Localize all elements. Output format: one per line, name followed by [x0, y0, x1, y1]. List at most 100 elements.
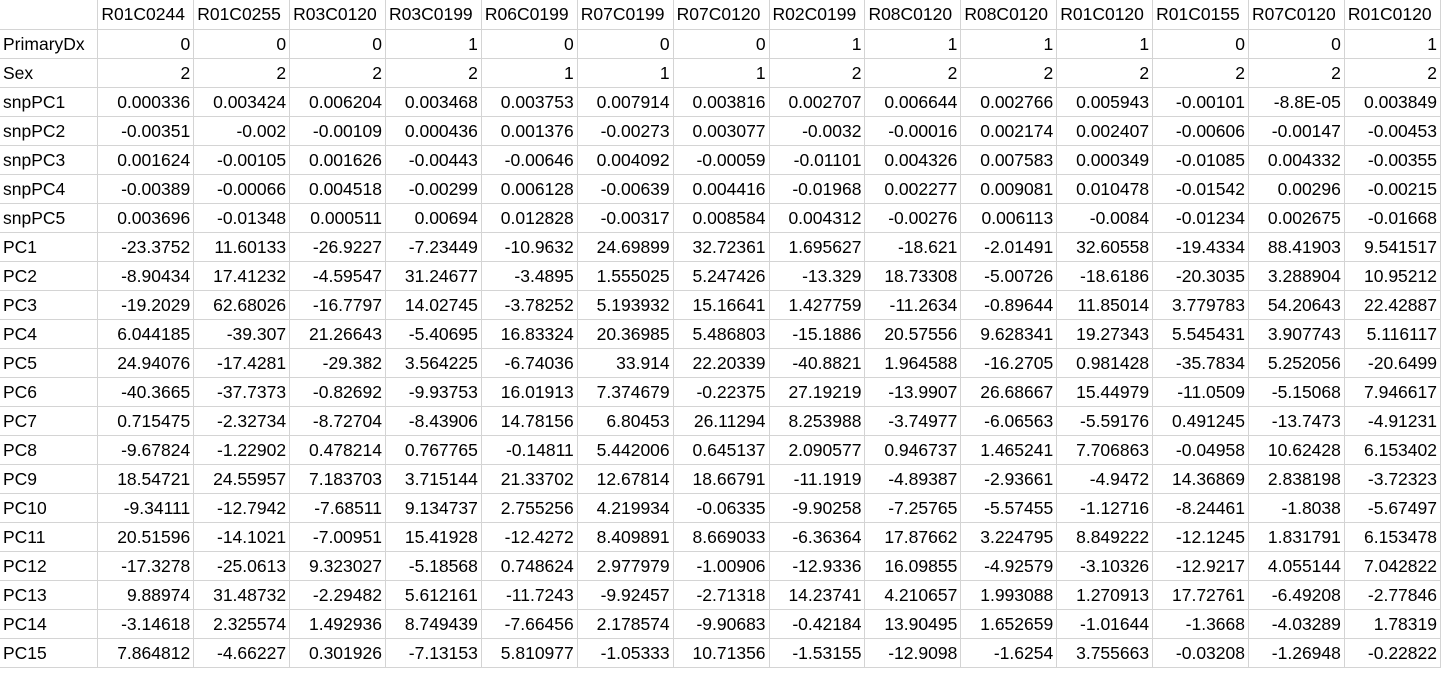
value-cell[interactable]: 1	[385, 29, 482, 59]
value-cell[interactable]: 20.51596	[97, 522, 195, 552]
value-cell[interactable]: -0.00101	[1152, 87, 1249, 117]
value-cell[interactable]: 7.042822	[1344, 551, 1441, 581]
value-cell[interactable]: 5.612161	[385, 580, 482, 610]
value-cell[interactable]: 0.007914	[577, 87, 674, 117]
value-cell[interactable]: -11.7243	[481, 580, 578, 610]
value-cell[interactable]: 4.210657	[864, 580, 962, 610]
value-cell[interactable]: 9.134737	[385, 493, 482, 523]
value-cell[interactable]: 2	[1152, 58, 1249, 88]
value-cell[interactable]: -8.43906	[385, 406, 482, 436]
value-cell[interactable]: 0.491245	[1152, 406, 1249, 436]
value-cell[interactable]: 1.831791	[1248, 522, 1345, 552]
value-cell[interactable]: -12.9098	[864, 638, 962, 668]
value-cell[interactable]: -20.3035	[1152, 261, 1249, 291]
value-cell[interactable]: 22.20339	[673, 348, 770, 378]
value-cell[interactable]: 13.90495	[864, 609, 962, 639]
value-cell[interactable]: -15.1886	[769, 319, 866, 349]
value-cell[interactable]: -6.06563	[960, 406, 1058, 436]
value-cell[interactable]: -1.22902	[193, 435, 291, 465]
value-cell[interactable]: 4.055144	[1248, 551, 1345, 581]
value-cell[interactable]: -25.0613	[193, 551, 291, 581]
value-cell[interactable]: -9.90258	[769, 493, 866, 523]
value-cell[interactable]: 16.09855	[864, 551, 962, 581]
value-cell[interactable]: -2.71318	[673, 580, 770, 610]
column-header-cell[interactable]: R01C0155	[1152, 0, 1249, 30]
value-cell[interactable]: -26.9227	[289, 232, 386, 262]
value-cell[interactable]: 0	[673, 29, 770, 59]
value-cell[interactable]: -8.8E-05	[1248, 87, 1345, 117]
value-cell[interactable]: 2	[960, 58, 1058, 88]
value-cell[interactable]: 7.946617	[1344, 377, 1441, 407]
value-cell[interactable]: 14.02745	[385, 290, 482, 320]
value-cell[interactable]: -12.4272	[481, 522, 578, 552]
value-cell[interactable]: 0.002277	[864, 174, 962, 204]
value-cell[interactable]: 11.60133	[193, 232, 291, 262]
value-cell[interactable]: -6.49208	[1248, 580, 1345, 610]
value-cell[interactable]: -8.72704	[289, 406, 386, 436]
value-cell[interactable]: -2.32734	[193, 406, 291, 436]
value-cell[interactable]: 7.864812	[97, 638, 195, 668]
value-cell[interactable]: 0.767765	[385, 435, 482, 465]
value-cell[interactable]: 0.007583	[960, 145, 1058, 175]
row-label-cell[interactable]: PC12	[0, 551, 99, 581]
value-cell[interactable]: 3.907743	[1248, 319, 1345, 349]
value-cell[interactable]: 88.41903	[1248, 232, 1345, 262]
value-cell[interactable]: -16.2705	[960, 348, 1058, 378]
value-cell[interactable]: -6.36364	[769, 522, 866, 552]
value-cell[interactable]: 0.000511	[289, 203, 386, 233]
value-cell[interactable]: 0.645137	[673, 435, 770, 465]
value-cell[interactable]: 0.004312	[769, 203, 866, 233]
value-cell[interactable]: -35.7834	[1152, 348, 1249, 378]
value-cell[interactable]: -0.14811	[481, 435, 578, 465]
value-cell[interactable]: 8.253988	[769, 406, 866, 436]
value-cell[interactable]: 27.19219	[769, 377, 866, 407]
value-cell[interactable]: 14.78156	[481, 406, 578, 436]
value-cell[interactable]: 5.545431	[1152, 319, 1249, 349]
value-cell[interactable]: 0.981428	[1056, 348, 1154, 378]
value-cell[interactable]: -19.4334	[1152, 232, 1249, 262]
value-cell[interactable]: -4.59547	[289, 261, 386, 291]
value-cell[interactable]: -13.329	[769, 261, 866, 291]
value-cell[interactable]: -6.74036	[481, 348, 578, 378]
value-cell[interactable]: 1	[1056, 29, 1154, 59]
row-label-cell[interactable]: PC9	[0, 464, 99, 494]
value-cell[interactable]: -4.89387	[864, 464, 962, 494]
value-cell[interactable]: 0.002407	[1056, 116, 1154, 146]
value-cell[interactable]: -1.26948	[1248, 638, 1345, 668]
value-cell[interactable]: 0.002174	[960, 116, 1058, 146]
value-cell[interactable]: 0	[289, 29, 386, 59]
value-cell[interactable]: 0.001376	[481, 116, 578, 146]
value-cell[interactable]: 0	[1248, 29, 1345, 59]
value-cell[interactable]: 0.003753	[481, 87, 578, 117]
value-cell[interactable]: 17.41232	[193, 261, 291, 291]
value-cell[interactable]: 2.838198	[1248, 464, 1345, 494]
column-header-cell[interactable]: R07C0199	[577, 0, 674, 30]
value-cell[interactable]: 24.69899	[577, 232, 674, 262]
value-cell[interactable]: 31.24677	[385, 261, 482, 291]
value-cell[interactable]: 26.68667	[960, 377, 1058, 407]
value-cell[interactable]: -0.00639	[577, 174, 674, 204]
value-cell[interactable]: 1	[577, 58, 674, 88]
value-cell[interactable]: -0.00443	[385, 145, 482, 175]
value-cell[interactable]: -0.01234	[1152, 203, 1249, 233]
column-header-cell[interactable]: R03C0120	[289, 0, 386, 30]
value-cell[interactable]: -4.9472	[1056, 464, 1154, 494]
value-cell[interactable]: 8.749439	[385, 609, 482, 639]
value-cell[interactable]: 2	[1344, 58, 1441, 88]
value-cell[interactable]: 5.116117	[1344, 319, 1441, 349]
value-cell[interactable]: -11.1919	[769, 464, 866, 494]
value-cell[interactable]: 7.374679	[577, 377, 674, 407]
value-cell[interactable]: 20.36985	[577, 319, 674, 349]
value-cell[interactable]: -7.25765	[864, 493, 962, 523]
value-cell[interactable]: -1.01644	[1056, 609, 1154, 639]
value-cell[interactable]: -0.00355	[1344, 145, 1441, 175]
value-cell[interactable]: -8.90434	[97, 261, 195, 291]
value-cell[interactable]: -3.4895	[481, 261, 578, 291]
value-cell[interactable]: 16.01913	[481, 377, 578, 407]
row-label-cell[interactable]: PC6	[0, 377, 99, 407]
row-label-cell[interactable]: snpPC2	[0, 116, 99, 146]
value-cell[interactable]: -0.00389	[97, 174, 195, 204]
value-cell[interactable]: 7.706863	[1056, 435, 1154, 465]
value-cell[interactable]: 17.72761	[1152, 580, 1249, 610]
value-cell[interactable]: -5.67497	[1344, 493, 1441, 523]
